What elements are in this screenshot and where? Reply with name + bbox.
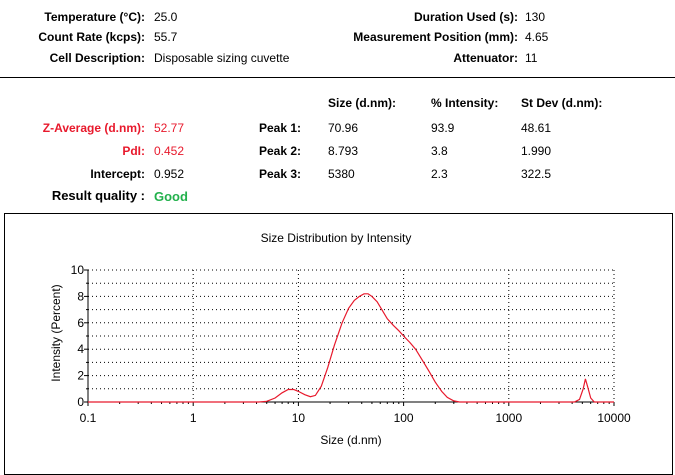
header-divider (0, 77, 675, 78)
x-tick-label: 10000 (597, 411, 631, 425)
peak-2-intensity: 3.8 (431, 144, 448, 158)
measurement-position-value: 4.65 (525, 30, 549, 44)
y-tick-label: 10 (71, 263, 85, 277)
peak-3-size: 5380 (328, 167, 355, 181)
column-header-intensity: % Intensity: (431, 96, 499, 110)
peak-2-label: Peak 2: (259, 144, 302, 158)
measurement-position-label: Measurement Position (mm): (353, 30, 518, 44)
temperature-label: Temperature (°C): (44, 10, 145, 24)
x-axis-label: Size (d.nm) (320, 433, 381, 447)
column-header-stdev: St Dev (d.nm): (521, 96, 603, 110)
peak-3-label: Peak 3: (259, 167, 302, 181)
count-rate-label: Count Rate (kcps): (38, 30, 145, 44)
pdi-label: PdI: (122, 144, 145, 158)
chart-title: Size Distribution by Intensity (261, 231, 412, 245)
y-axis-label: Intensity (Percent) (49, 284, 63, 381)
cell-description-label: Cell Description: (49, 51, 145, 65)
z-average-value: 52.77 (154, 121, 185, 135)
attenuator-label: Attenuator: (453, 51, 518, 65)
cell-description-value: Disposable sizing cuvette (154, 51, 290, 65)
intercept-label: Intercept: (90, 167, 145, 181)
peak-2-stdev: 1.990 (521, 144, 552, 158)
duration-used-value: 130 (525, 10, 546, 24)
peak-2-size: 8.793 (328, 144, 359, 158)
pdi-value: 0.452 (154, 144, 185, 158)
y-tick-label: 4 (77, 342, 84, 356)
duration-used-label: Duration Used (s): (413, 10, 518, 24)
y-tick-label: 2 (77, 369, 84, 383)
z-average-label: Z-Average (d.nm): (42, 121, 145, 135)
attenuator-value: 11 (525, 51, 538, 65)
x-tick-label: 1 (190, 411, 197, 425)
count-rate-value: 55.7 (154, 30, 178, 44)
peak-1-size: 70.96 (328, 121, 359, 135)
y-tick-label: 0 (77, 395, 84, 409)
size-distribution-chart-frame (4, 213, 673, 475)
chart-axes (87, 270, 614, 403)
x-tick-label: 1000 (495, 411, 522, 425)
temperature-value: 25.0 (154, 10, 178, 24)
x-tick-label: 100 (394, 411, 414, 425)
x-tick-label: 0.1 (80, 411, 97, 425)
peak-1-label: Peak 1: (259, 121, 302, 135)
chart-grid (88, 269, 615, 402)
intercept-value: 0.952 (154, 167, 185, 181)
result-quality-value: Good (154, 189, 188, 204)
y-tick-label: 8 (77, 289, 84, 303)
y-tick-label: 6 (77, 316, 84, 330)
chart-ticks: 0 2 4 6 8 10 0.1 1 10 100 1000 10000 (71, 263, 631, 425)
x-tick-label: 10 (292, 411, 306, 425)
intensity-series-line (88, 293, 614, 403)
peak-3-stdev: 322.5 (521, 167, 552, 181)
peak-1-intensity: 93.9 (431, 121, 455, 135)
result-quality-label: Result quality : (51, 188, 145, 203)
peak-3-intensity: 2.3 (431, 167, 448, 181)
peak-1-stdev: 48.61 (521, 121, 552, 135)
column-header-size: Size (d.nm): (328, 96, 396, 110)
size-distribution-chart: Size Distribution by Intensity 0 2 4 6 8 10 0.… (49, 231, 631, 447)
